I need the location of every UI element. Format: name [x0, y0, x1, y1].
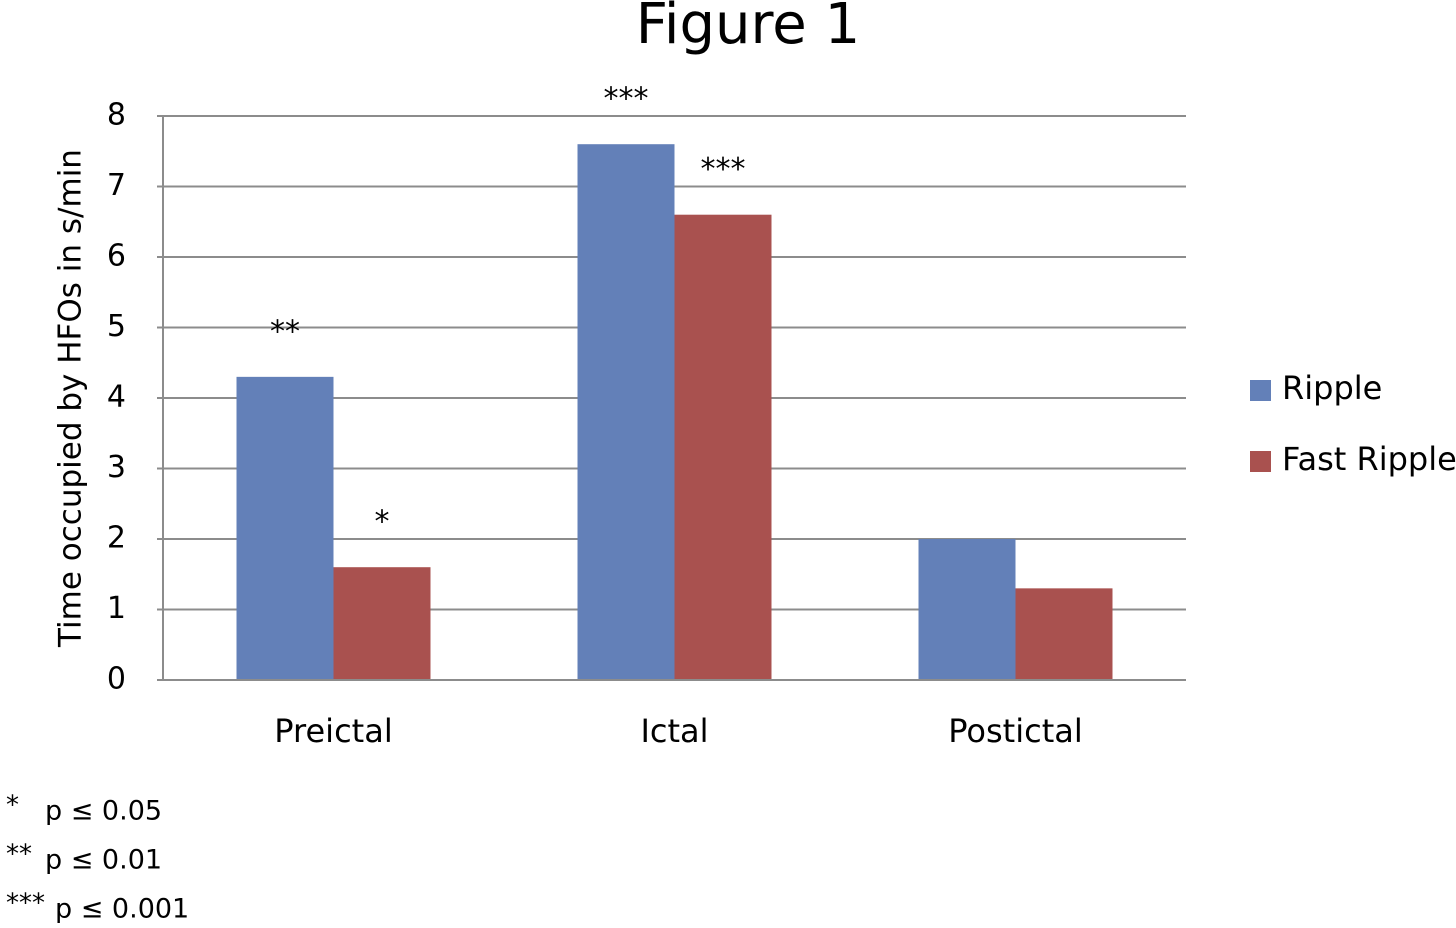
legend-label: Ripple — [1282, 369, 1382, 407]
bar — [236, 376, 334, 680]
y-tick-label: 6 — [107, 239, 126, 274]
bar — [577, 144, 675, 680]
significance-label: ** — [270, 314, 300, 349]
note-text: p ≤ 0.01 — [45, 845, 162, 876]
y-tick-label: 8 — [107, 98, 126, 133]
note-symbol: *** — [6, 889, 45, 919]
y-tick-label: 7 — [107, 168, 126, 203]
significance-label: * — [375, 505, 390, 540]
legend-swatch — [1250, 380, 1271, 401]
significance-label: *** — [604, 82, 649, 117]
bar — [333, 567, 431, 680]
y-tick-label: 3 — [107, 450, 126, 485]
x-tick-label: Preictal — [274, 712, 392, 750]
y-axis-label: Time occupied by HFOs in s/min — [53, 149, 89, 648]
legend-swatch — [1250, 451, 1271, 472]
y-tick-label: 0 — [107, 662, 126, 697]
bar — [1015, 588, 1113, 680]
y-tick-label: 4 — [107, 380, 126, 415]
bar — [674, 214, 772, 680]
note-text: p ≤ 0.001 — [55, 894, 189, 925]
legend-label: Fast Ripple — [1282, 440, 1456, 478]
note-symbol: ** — [6, 840, 32, 870]
y-tick-label: 5 — [107, 309, 126, 344]
chart-title: Figure 1 — [636, 0, 860, 57]
significance-label: *** — [701, 152, 746, 187]
note-text: p ≤ 0.05 — [45, 796, 162, 827]
bar — [918, 539, 1016, 680]
y-tick-label: 2 — [107, 521, 126, 556]
y-tick-label: 1 — [107, 591, 126, 626]
note-symbol: * — [6, 791, 19, 821]
x-tick-label: Postictal — [948, 712, 1082, 750]
x-tick-label: Ictal — [640, 712, 708, 750]
